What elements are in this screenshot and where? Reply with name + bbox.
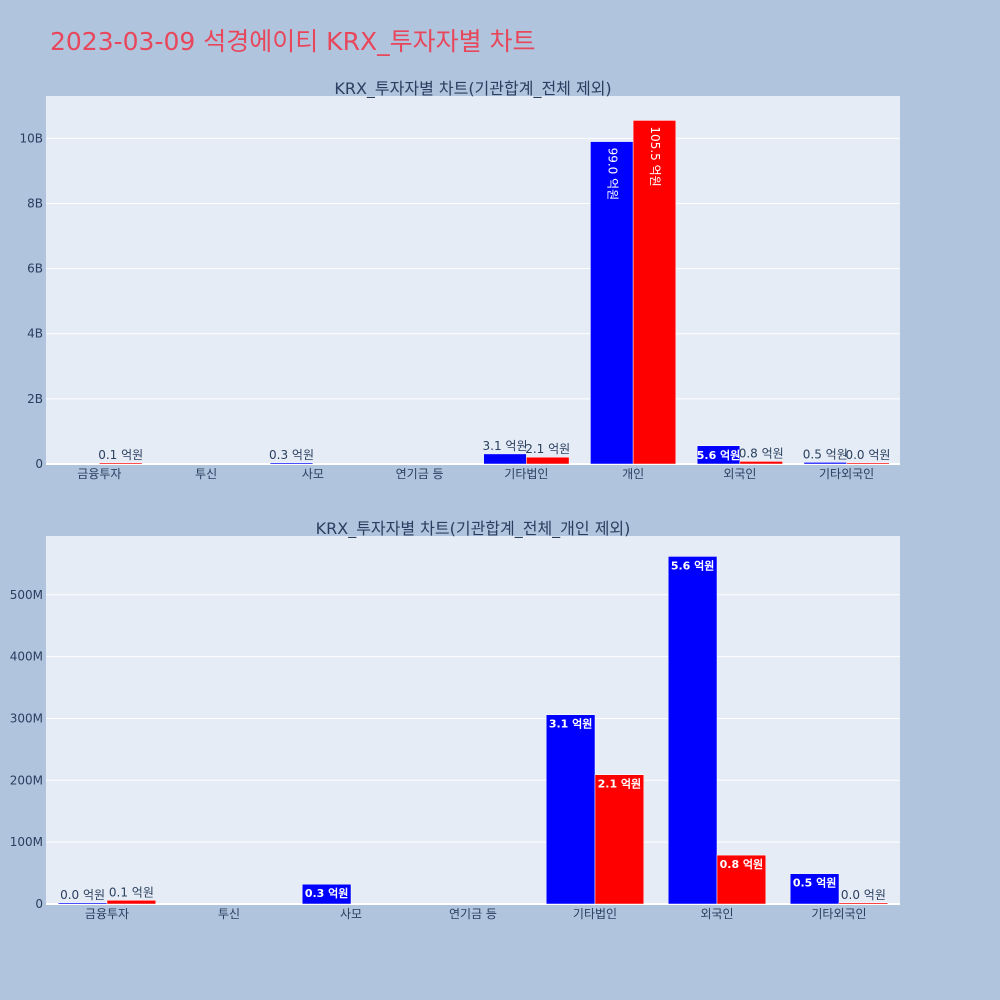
y-tick-label: 6B bbox=[27, 262, 43, 276]
y-tick-label: 8B bbox=[27, 196, 43, 210]
x-tick-label: 금융투자 bbox=[85, 907, 129, 921]
bar bbox=[545, 714, 596, 905]
x-tick-label: 외국인 bbox=[700, 907, 733, 921]
plot-area bbox=[46, 96, 900, 464]
y-tick-label: 0 bbox=[35, 897, 43, 911]
bar bbox=[667, 556, 718, 905]
bar bbox=[526, 456, 570, 465]
data-label: 0.0 억원 bbox=[841, 888, 886, 902]
y-tick-label: 200M bbox=[10, 773, 43, 787]
data-label: 0.0 억원 bbox=[60, 888, 105, 902]
data-label: 0.5 억원 bbox=[803, 447, 848, 461]
data-label: 105.5 억원 bbox=[648, 126, 662, 186]
data-label: 5.6 억원 bbox=[671, 558, 715, 572]
x-tick-label: 사모 bbox=[340, 907, 362, 921]
chart-title: KRX_투자자별 차트(기관합계_전체_개인 제외) bbox=[316, 519, 631, 539]
bar bbox=[594, 774, 645, 905]
data-label: 5.6 억원 bbox=[697, 448, 741, 462]
y-tick-label: 2B bbox=[27, 392, 43, 406]
data-label: 99.0 억원 bbox=[605, 148, 619, 201]
bar bbox=[696, 445, 741, 465]
x-tick-label: 기타법인 bbox=[573, 907, 617, 921]
data-label: 0.5 억원 bbox=[793, 876, 837, 890]
x-tick-label: 연기금 등 bbox=[449, 907, 497, 921]
x-tick-label: 금융투자 bbox=[77, 467, 121, 481]
data-label: 2.1 억원 bbox=[525, 442, 570, 456]
y-tick-label: 500M bbox=[10, 588, 43, 602]
page-title: 2023-03-09 석경에이티 KRX_투자자별 차트 bbox=[50, 27, 536, 56]
bar bbox=[739, 461, 783, 465]
data-label: 0.1 억원 bbox=[98, 448, 143, 462]
y-tick-label: 300M bbox=[10, 711, 43, 725]
x-tick-label: 투신 bbox=[218, 907, 240, 921]
x-tick-label: 투신 bbox=[195, 467, 217, 481]
bar bbox=[483, 453, 527, 465]
x-tick-label: 기타외국인 bbox=[811, 907, 866, 921]
bar bbox=[57, 902, 108, 905]
data-label: 0.1 억원 bbox=[109, 885, 154, 899]
bar bbox=[846, 462, 890, 465]
y-tick-label: 10B bbox=[19, 131, 43, 145]
bar bbox=[838, 902, 889, 905]
x-tick-label: 연기금 등 bbox=[396, 467, 444, 481]
data-label: 3.1 억원 bbox=[549, 717, 593, 731]
data-label: 0.8 억원 bbox=[720, 857, 764, 871]
x-tick-label: 개인 bbox=[622, 467, 644, 481]
y-tick-label: 100M bbox=[10, 835, 43, 849]
bar bbox=[803, 462, 847, 465]
x-tick-label: 기타법인 bbox=[504, 467, 548, 481]
bar bbox=[106, 900, 157, 905]
bar bbox=[99, 462, 143, 465]
data-label: 0.0 억원 bbox=[845, 448, 890, 462]
y-tick-label: 400M bbox=[10, 650, 43, 664]
y-tick-label: 4B bbox=[27, 327, 43, 341]
bar bbox=[269, 462, 314, 465]
x-tick-label: 외국인 bbox=[723, 467, 756, 481]
y-tick-label: 0 bbox=[35, 457, 43, 471]
chart-investor-all: KRX_투자자별 차트(기관합계_전체 제외) 0 2B 4B 6B 8B 10B 금융투자 투… bbox=[19, 79, 900, 481]
bar bbox=[632, 120, 677, 465]
x-tick-label: 사모 bbox=[302, 467, 324, 481]
plot-area bbox=[46, 536, 900, 904]
data-label: 0.8 억원 bbox=[739, 446, 784, 460]
data-label: 2.1 억원 bbox=[598, 777, 642, 791]
bar bbox=[301, 883, 352, 905]
chart-title: KRX_투자자별 차트(기관합계_전체 제외) bbox=[334, 79, 611, 99]
data-label: 0.3 억원 bbox=[269, 448, 314, 462]
data-label: 0.3 억원 bbox=[305, 886, 349, 900]
chart-investor-excl-individual: KRX_투자자별 차트(기관합계_전체_개인 제외) 0 100M 200M 300M 4… bbox=[10, 519, 900, 921]
data-label: 3.1 억원 bbox=[483, 439, 528, 453]
bar bbox=[716, 854, 767, 905]
x-tick-label: 기타외국인 bbox=[819, 467, 874, 481]
bar bbox=[789, 873, 840, 905]
